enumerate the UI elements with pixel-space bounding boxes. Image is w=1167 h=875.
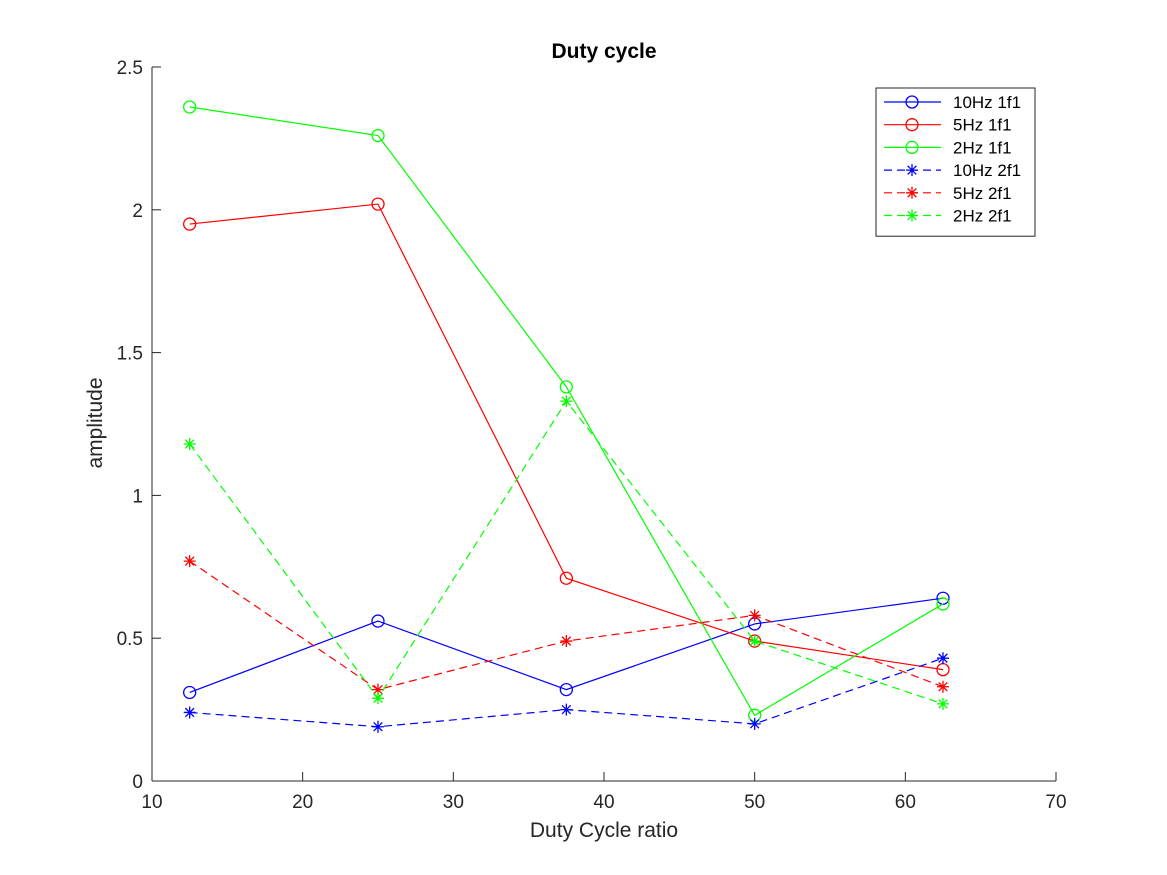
x-tick-label: 10 [141, 792, 162, 813]
data-point-2hz-2f1 [937, 697, 949, 710]
series-5hz-1f1 [183, 197, 950, 677]
x-tick-label: 30 [443, 792, 464, 813]
data-point-10hz-2f1 [748, 717, 761, 730]
legend-label-2hz-2f1: 2Hz 2f1 [953, 207, 1012, 226]
x-axis-label: Duty Cycle ratio [530, 819, 678, 842]
series-line-2hz-2f1 [189, 400, 944, 705]
series-line-2hz-1f1 [189, 106, 944, 717]
data-point-5hz-2f1 [748, 609, 761, 622]
series-10hz-1f1 [183, 591, 950, 700]
x-tick-label: 40 [593, 792, 614, 813]
y-tick-label: 2.5 [117, 58, 143, 79]
x-tick-label: 20 [292, 792, 313, 813]
x-tick-label: 50 [744, 792, 765, 813]
legend-label-10hz-2f1: 10Hz 2f1 [953, 161, 1021, 180]
data-point-10hz-2f1 [372, 720, 384, 733]
series-10hz-2f1 [183, 652, 949, 733]
legend-label-10hz-1f1: 10Hz 1f1 [953, 93, 1021, 112]
series-line-5hz-1f1 [189, 203, 944, 671]
data-point-10hz-2f1 [937, 652, 949, 665]
legend: 10Hz 1f1 5Hz 1f1 2Hz 1f1 10Hz 2f1 5Hz 2f1 2Hz… [875, 87, 1036, 237]
data-point-10hz-2f1 [183, 706, 196, 719]
x-tick-label: 60 [895, 792, 916, 813]
series-line-10hz-1f1 [189, 597, 944, 694]
y-tick-label: 0 [132, 772, 143, 793]
data-point-2hz-1f1 [936, 597, 950, 611]
legend-marker-2hz-2f1 [906, 209, 918, 222]
data-point-5hz-2f1 [183, 555, 196, 568]
data-point-5hz-1f1 [183, 217, 197, 231]
data-point-10hz-2f1 [560, 703, 573, 716]
data-point-10hz-1f1 [183, 685, 197, 700]
data-point-5hz-2f1 [560, 635, 573, 648]
series-line-10hz-2f1 [189, 657, 944, 728]
series-5hz-2f1 [183, 555, 949, 696]
data-point-2hz-1f1 [559, 380, 573, 394]
legend-marker-5hz-1f1 [905, 118, 919, 132]
data-point-5hz-2f1 [372, 683, 384, 696]
series-2hz-1f1 [183, 100, 950, 722]
axes: 10 20 30 40 50 60 70 0 0.5 1 1.5 2 2.5 [117, 58, 1067, 813]
data-point-2hz-2f1 [372, 692, 384, 705]
legend-marker-10hz-1f1 [905, 95, 919, 109]
y-tick-label: 1.5 [117, 344, 143, 365]
legend-label-2hz-1f1: 2Hz 1f1 [953, 138, 1012, 157]
legend-box [875, 87, 1036, 237]
data-point-2hz-1f1 [183, 100, 197, 114]
legend-label-5hz-1f1: 5Hz 1f1 [953, 116, 1012, 135]
data-point-2hz-2f1 [560, 395, 573, 408]
data-point-5hz-2f1 [937, 680, 949, 693]
data-point-2hz-2f1 [748, 635, 761, 648]
series-layer [183, 100, 950, 733]
data-point-10hz-1f1 [371, 614, 385, 628]
series-2hz-2f1 [183, 395, 949, 710]
legend-marker-10hz-2f1 [906, 164, 918, 177]
y-tick-label: 2 [132, 201, 143, 222]
data-point-5hz-1f1 [559, 571, 573, 585]
chart-title: Duty cycle [551, 40, 656, 63]
y-axis-label: amplitude [84, 377, 107, 468]
data-point-2hz-1f1 [371, 128, 385, 143]
legend-label-5hz-2f1: 5Hz 2f1 [953, 184, 1012, 203]
legend-marker-5hz-2f1 [906, 186, 918, 199]
y-tick-label: 1 [132, 486, 143, 507]
legend-marker-2hz-1f1 [905, 140, 919, 155]
data-point-5hz-1f1 [371, 197, 385, 211]
y-tick-label: 0.5 [117, 629, 143, 650]
data-point-2hz-2f1 [183, 437, 196, 450]
x-tick-label: 70 [1045, 792, 1066, 813]
data-point-10hz-1f1 [559, 682, 573, 697]
